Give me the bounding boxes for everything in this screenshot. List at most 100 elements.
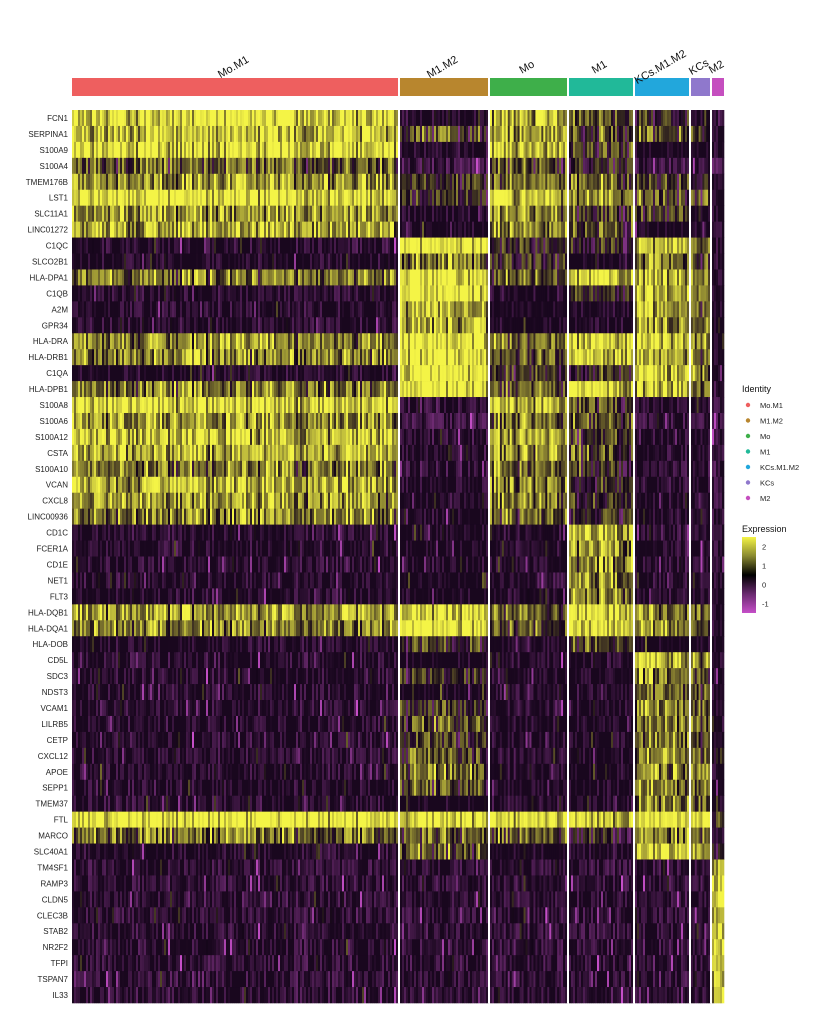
heatmap-cell	[80, 891, 83, 908]
heatmap-cell	[208, 189, 211, 206]
heatmap-cell	[194, 365, 197, 382]
heatmap-cell	[142, 125, 145, 143]
heatmap-cell	[72, 349, 75, 366]
heatmap-cell	[88, 237, 91, 254]
heatmap-cell	[112, 110, 115, 127]
heatmap-cell	[192, 397, 195, 414]
heatmap-cell	[166, 524, 169, 541]
heatmap-cell	[92, 987, 95, 1004]
heatmap-cell	[154, 715, 157, 733]
heatmap-cell	[242, 125, 245, 143]
heatmap-cell	[176, 301, 179, 318]
heatmap-cell	[106, 476, 109, 494]
heatmap-cell	[164, 715, 167, 733]
heatmap-cell	[216, 189, 219, 206]
heatmap-cell	[224, 875, 227, 892]
heatmap-cell	[104, 588, 107, 605]
heatmap-cell	[228, 875, 231, 892]
heatmap-cell	[162, 253, 165, 270]
heatmap-cell	[168, 620, 171, 637]
heatmap-cell	[222, 110, 225, 127]
heatmap-cell	[124, 843, 127, 860]
heatmap-cell	[98, 556, 101, 573]
heatmap-cell	[206, 301, 209, 318]
heatmap-cell	[134, 987, 137, 1004]
heatmap-cell	[150, 572, 153, 589]
heatmap-cell	[94, 556, 97, 573]
heatmap-cell	[72, 444, 75, 462]
heatmap-cell	[164, 141, 167, 159]
heatmap-cell	[212, 779, 215, 796]
heatmap-cell	[194, 588, 197, 605]
heatmap-cell	[92, 859, 95, 876]
heatmap-cell	[162, 365, 165, 382]
heatmap-cell	[242, 349, 245, 366]
heatmap-cell	[76, 763, 79, 781]
heatmap-cell	[164, 668, 167, 685]
heatmap-cell	[158, 157, 161, 175]
heatmap-cell	[192, 891, 195, 908]
heatmap-cell	[152, 397, 155, 414]
heatmap-cell	[160, 875, 163, 892]
heatmap-cell	[112, 907, 115, 924]
heatmap-cell	[120, 875, 123, 892]
heatmap-cell	[212, 987, 215, 1004]
heatmap-cell	[100, 508, 103, 525]
heatmap-cell	[118, 269, 121, 286]
heatmap-cell	[150, 604, 153, 621]
heatmap-cell	[244, 125, 247, 143]
heatmap-cell	[142, 444, 145, 462]
heatmap-cell	[92, 668, 95, 685]
heatmap-cell	[122, 620, 125, 637]
heatmap-cell	[208, 939, 211, 956]
heatmap-cell	[160, 588, 163, 605]
heatmap-cell	[78, 285, 81, 302]
heatmap-cell	[94, 460, 97, 478]
heatmap-cell	[106, 955, 109, 972]
heatmap-cell	[126, 269, 129, 286]
heatmap-cell	[230, 668, 233, 685]
heatmap-cell	[232, 939, 235, 956]
heatmap-cell	[216, 620, 219, 637]
heatmap-cell	[236, 779, 239, 796]
heatmap-cell	[214, 540, 217, 557]
heatmap-cell	[212, 110, 215, 127]
heatmap-cell	[230, 763, 233, 781]
heatmap-cell	[226, 923, 229, 940]
heatmap-cell	[74, 700, 77, 717]
heatmap-cell	[120, 125, 123, 143]
heatmap-cell	[132, 939, 135, 956]
heatmap-cell	[156, 987, 159, 1004]
heatmap-cell	[192, 349, 195, 366]
heatmap-cell	[100, 971, 103, 988]
heatmap-cell	[118, 540, 121, 557]
heatmap-cell	[216, 684, 219, 701]
heatmap-cell	[180, 604, 183, 621]
heatmap-cell	[72, 588, 75, 605]
heatmap-cell	[146, 907, 149, 924]
heatmap-cell	[130, 827, 133, 844]
heatmap-cell	[188, 763, 191, 781]
heatmap-cell	[168, 572, 171, 589]
heatmap-cell	[166, 397, 169, 414]
heatmap-cell	[200, 444, 203, 462]
heatmap-cell	[122, 157, 125, 175]
heatmap-cell	[94, 684, 97, 701]
heatmap-cell	[248, 110, 251, 127]
heatmap-cell	[250, 205, 253, 222]
heatmap-cell	[176, 652, 179, 669]
heatmap-cell	[108, 987, 111, 1004]
heatmap-cell	[214, 907, 217, 924]
heatmap-cell	[96, 141, 99, 159]
heatmap-cell	[174, 381, 177, 398]
heatmap-cell	[110, 843, 113, 860]
heatmap-cell	[120, 955, 123, 972]
heatmap-cell	[144, 157, 147, 175]
heatmap-cell	[194, 684, 197, 701]
heatmap-cell	[172, 875, 175, 892]
heatmap-cell	[124, 476, 127, 494]
heatmap-cell	[194, 397, 197, 414]
heatmap-cell	[170, 237, 173, 254]
heatmap-cell	[114, 285, 117, 302]
